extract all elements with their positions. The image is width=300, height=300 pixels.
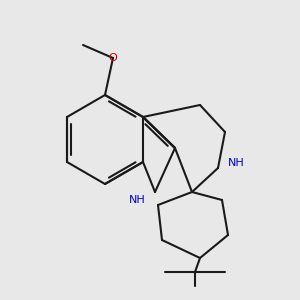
Text: NH: NH	[228, 158, 244, 168]
Text: O: O	[109, 53, 117, 63]
Text: NH: NH	[129, 195, 146, 205]
